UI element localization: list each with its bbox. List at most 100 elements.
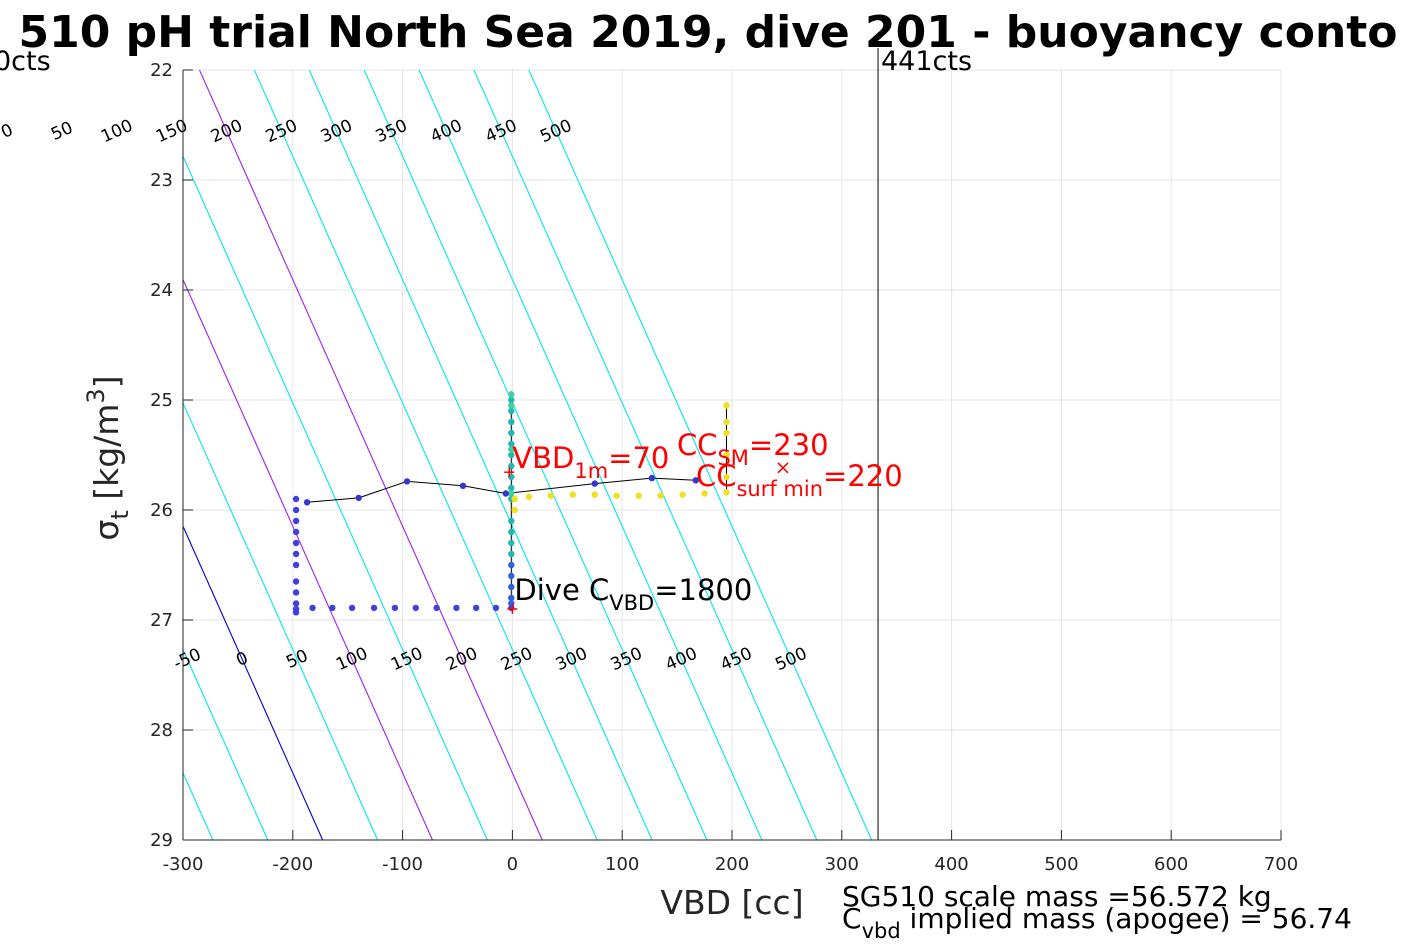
x-tick-label: -100 bbox=[382, 854, 423, 875]
data-point bbox=[391, 604, 399, 612]
y-axis-label-base: σ bbox=[87, 520, 126, 541]
x-tick-label: -200 bbox=[272, 854, 313, 875]
annotation-ccsurf: CCsurf min=220 bbox=[696, 459, 903, 501]
data-point bbox=[292, 600, 300, 607]
data-point bbox=[635, 492, 642, 499]
annotation-vbd1m-post: =70 bbox=[608, 441, 669, 475]
annotation-ccsm-post: =230 bbox=[749, 428, 829, 462]
x-tick-label: -300 bbox=[163, 854, 204, 875]
cts-left-label: 0cts bbox=[0, 46, 51, 77]
data-point bbox=[511, 506, 518, 514]
footer-implied-mass: Cvbd implied mass (apogee) = 56.74 bbox=[842, 902, 1352, 943]
data-point bbox=[459, 482, 467, 489]
data-point bbox=[569, 491, 576, 498]
data-point bbox=[508, 517, 515, 525]
axes bbox=[182, 69, 1282, 841]
ccsm-marker bbox=[777, 462, 789, 474]
annotation-ccsurf-post: =220 bbox=[823, 459, 903, 493]
data-point bbox=[292, 517, 300, 525]
annotation-ccsurf-pre: CC bbox=[696, 459, 737, 493]
data-point bbox=[723, 489, 730, 496]
annotation-vbd1m: VBD1m=70 bbox=[512, 441, 669, 483]
data-point bbox=[723, 429, 730, 437]
y-tick-label: 26 bbox=[150, 500, 173, 521]
contour-line bbox=[0, 70, 48, 840]
data-point bbox=[723, 402, 730, 409]
data-point bbox=[508, 539, 515, 547]
annotation-dive-pre: Dive C bbox=[514, 573, 609, 607]
annotation-ccsm: CCSM=230 bbox=[677, 428, 829, 470]
annotation-vbd1m-pre: VBD bbox=[512, 441, 574, 475]
contour-line bbox=[183, 648, 269, 840]
x-tick-label: 0 bbox=[507, 854, 518, 875]
contour-line bbox=[418, 70, 763, 840]
y-tick-label: 28 bbox=[150, 720, 173, 741]
footer-rest: implied mass (apogee) = 56.74 bbox=[901, 902, 1352, 935]
data-point bbox=[433, 604, 440, 612]
data-point bbox=[292, 578, 300, 585]
contour-line bbox=[198, 70, 543, 840]
data-point bbox=[508, 550, 515, 558]
data-point bbox=[412, 604, 419, 612]
data-point bbox=[591, 480, 598, 487]
chart-title: 510 pH trial North Sea 2019, dive 201 - … bbox=[18, 7, 1397, 58]
data-point bbox=[511, 495, 518, 503]
y-tick-label: 29 bbox=[150, 830, 173, 851]
annotation-ccsm-sub: SM bbox=[717, 446, 748, 470]
data-point bbox=[292, 528, 300, 536]
annotation-dive-cvbd: Dive CVBD=1800 bbox=[514, 573, 752, 615]
contour-line bbox=[183, 278, 433, 840]
data-point bbox=[292, 589, 300, 596]
data-point bbox=[508, 451, 515, 459]
data-point bbox=[292, 539, 300, 547]
annotation-dive-post: =1800 bbox=[654, 573, 752, 607]
data-point bbox=[309, 604, 316, 612]
data-point bbox=[472, 604, 480, 612]
data-point bbox=[508, 407, 515, 415]
footer-scale-mass: SG510 scale mass =56.572 kg bbox=[842, 880, 1272, 913]
y-tick-label: 23 bbox=[150, 170, 173, 191]
x-tick-label: 400 bbox=[934, 854, 968, 875]
contour-line bbox=[253, 70, 598, 840]
contour-line bbox=[183, 154, 488, 840]
y-tick-label: 22 bbox=[150, 60, 173, 81]
x-tick-label: 500 bbox=[1044, 854, 1078, 875]
annotation-markers bbox=[504, 462, 789, 614]
data-point bbox=[547, 492, 555, 499]
y-axis-label-unit-close: ] bbox=[87, 375, 126, 388]
data-point bbox=[508, 402, 515, 409]
annotation-ccsurf-sub: surf min bbox=[736, 477, 823, 501]
data-point bbox=[329, 604, 336, 612]
data-point bbox=[508, 446, 515, 453]
data-point bbox=[525, 493, 533, 500]
x-tick-label: 300 bbox=[825, 854, 859, 875]
data-point bbox=[403, 478, 411, 485]
data-point bbox=[591, 491, 598, 498]
x-tick-label: 200 bbox=[715, 854, 749, 875]
contour-line bbox=[183, 401, 379, 840]
contour-label-top: 0 bbox=[0, 120, 16, 143]
footer-c: C bbox=[842, 902, 862, 935]
data-point bbox=[502, 490, 510, 497]
y-tick-label: 27 bbox=[150, 610, 173, 631]
data-point bbox=[508, 429, 515, 437]
data-points bbox=[292, 391, 730, 616]
contour-lines bbox=[0, 70, 873, 840]
annotation-vbd1m-sub: 1m bbox=[574, 459, 608, 483]
data-point bbox=[292, 561, 300, 569]
x-tick-label: 600 bbox=[1154, 854, 1188, 875]
contour-line bbox=[363, 70, 708, 840]
data-point bbox=[508, 396, 515, 404]
contour-label-top: 50 bbox=[48, 118, 76, 145]
contour-line bbox=[473, 70, 818, 840]
x-axis-label: VBD [cc] bbox=[660, 883, 803, 922]
data-point bbox=[508, 418, 515, 426]
data-point bbox=[723, 473, 730, 481]
data-point bbox=[292, 550, 300, 558]
tick-labels: -300 -200 -100 0 100 200 300 400 500 600 700 22 23 24… bbox=[150, 60, 1298, 875]
data-point bbox=[355, 494, 362, 502]
data-point bbox=[657, 492, 664, 499]
contour-line bbox=[183, 524, 324, 840]
footer-sub-vbd: vbd bbox=[862, 919, 901, 943]
data-point bbox=[508, 484, 515, 492]
